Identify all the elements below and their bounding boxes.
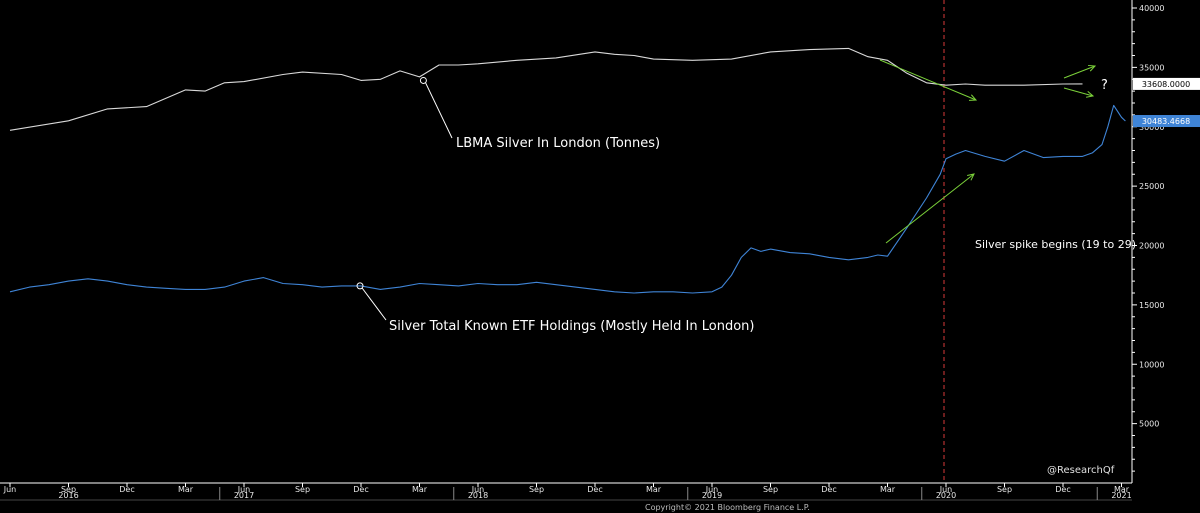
year-label: 2019 xyxy=(702,491,722,500)
arrow-lbma-decline xyxy=(879,59,977,101)
arrow-etf-rise xyxy=(885,173,975,244)
series-line-etf xyxy=(9,104,1126,294)
etf-pointer-circle xyxy=(356,282,364,290)
y-tick-label: 30000 xyxy=(1139,123,1164,132)
x-tick-label: Jun xyxy=(237,485,251,494)
x-tick-label: Jun xyxy=(705,485,719,494)
year-label: 2020 xyxy=(936,491,956,500)
x-tick-label: Mar xyxy=(178,485,194,494)
copyright-text: Copyright© 2021 Bloomberg Finance L.P. xyxy=(645,503,810,512)
etf-series-label: Silver Total Known ETF Holdings (Mostly … xyxy=(389,319,754,334)
last-value-tag xyxy=(1133,77,1200,90)
axes-layer: 5000 10000 15000 20000 25000 30000 35000 40000 J… xyxy=(0,0,1200,501)
x-tick-label: Sep xyxy=(997,485,1012,494)
last-value-tag-label: 30483.4668 xyxy=(1142,117,1190,126)
x-tick-label: Mar xyxy=(412,485,428,494)
x-tick-label: Dec xyxy=(1055,485,1070,494)
twitter-handle: @ResearchQf xyxy=(1047,465,1115,476)
annotation-layer: LBMA Silver In London (Tonnes) Silver To… xyxy=(356,59,1136,512)
x-tick-label: Sep xyxy=(529,485,544,494)
y-tick-label: 25000 xyxy=(1139,182,1164,191)
year-label: 2018 xyxy=(468,491,488,500)
spike-annotation: Silver spike begins (19 to 29) xyxy=(975,238,1136,251)
y-tick-label: 40000 xyxy=(1139,4,1164,13)
year-label: 2021 xyxy=(1111,491,1131,500)
x-tick-label: Dec xyxy=(821,485,836,494)
x-tick-label: Jun xyxy=(939,485,953,494)
y-tick-label: 10000 xyxy=(1139,360,1164,369)
series-line-lbma xyxy=(9,47,1083,131)
question-mark: ? xyxy=(1101,78,1108,93)
arrow-down-scenario xyxy=(1063,87,1094,97)
lbma-pointer-circle xyxy=(419,76,427,84)
x-tick-label: Mar xyxy=(880,485,896,494)
y-tick-label: 20000 xyxy=(1139,242,1164,251)
x-tick-label: Jun xyxy=(471,485,485,494)
etf-leader-line xyxy=(361,287,387,321)
lbma-series-label: LBMA Silver In London (Tonnes) xyxy=(456,136,660,151)
last-value-tag-label: 33608.0000 xyxy=(1142,80,1190,89)
x-tick-label: Sep xyxy=(295,485,310,494)
x-tick-label: Sep xyxy=(61,485,76,494)
arrow-up-scenario xyxy=(1063,65,1096,79)
x-tick-label: Mar xyxy=(646,485,662,494)
x-tick-label: Dec xyxy=(587,485,602,494)
series-layer xyxy=(9,47,1126,294)
arrow-up-scenario-head xyxy=(1087,64,1097,72)
y-tick-label: 35000 xyxy=(1139,63,1164,72)
year-label: 2016 xyxy=(58,491,78,500)
arrow-lbma-decline-head xyxy=(968,94,978,101)
x-tick-label: Mar xyxy=(1114,485,1130,494)
x-tick-label: Dec xyxy=(353,485,368,494)
last-value-tag xyxy=(1133,115,1200,128)
arrow-down-scenario-head xyxy=(1086,91,1095,98)
arrow-etf-rise-head xyxy=(967,173,975,181)
y-tick-label: 15000 xyxy=(1139,301,1164,310)
x-tick-label: Dec xyxy=(119,485,134,494)
year-label: 2017 xyxy=(234,491,254,500)
lbma-leader-line xyxy=(424,82,453,139)
x-tick-label: Sep xyxy=(763,485,778,494)
y-tick-label: 5000 xyxy=(1139,420,1159,429)
x-tick-label: Jun xyxy=(3,485,17,494)
